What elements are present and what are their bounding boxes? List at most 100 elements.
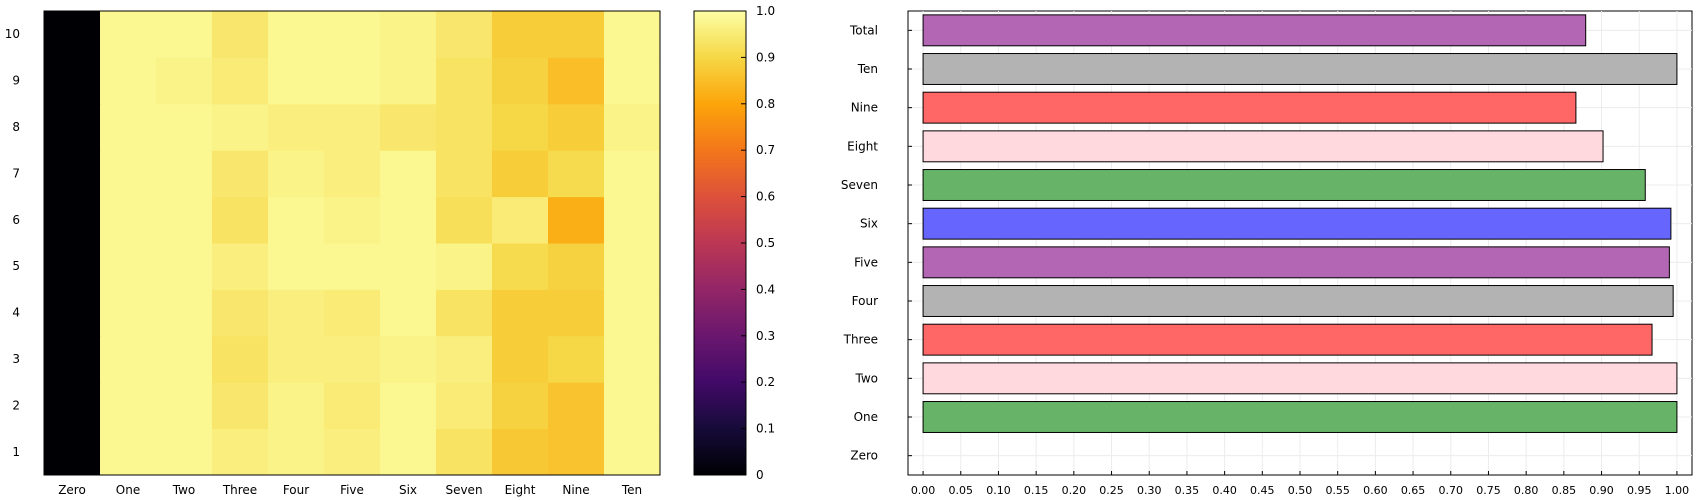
heatmap-cell <box>100 335 157 383</box>
heatmap-cell <box>604 335 661 383</box>
heatmap-cell <box>380 196 437 244</box>
heatmap-y-tick-label: 9 <box>12 74 20 88</box>
bar-chart-y-tick-label: Six <box>860 217 878 231</box>
heatmap-cell <box>44 103 101 151</box>
heatmap-y-tick-label: 2 <box>12 398 20 412</box>
heatmap-cell <box>604 289 661 337</box>
bar-chart-x-tick-label: 0.50 <box>1288 484 1313 497</box>
heatmap-y-tick-label: 10 <box>5 27 20 41</box>
heatmap-cell <box>100 243 157 290</box>
colorbar-tick-label: 0.2 <box>756 375 775 389</box>
heatmap-y-tick-label: 8 <box>12 120 20 134</box>
heatmap-cell <box>44 150 101 198</box>
heatmap-cell <box>156 243 213 290</box>
heatmap-cell <box>156 196 213 244</box>
heatmap-y-tick-label: 3 <box>12 352 20 366</box>
heatmap-y-tick-label: 7 <box>12 166 20 180</box>
heatmap-cell <box>44 289 101 337</box>
bar-chart-x-tick-label: 0.05 <box>949 484 974 497</box>
heatmap-cell <box>212 150 269 198</box>
bar-chart-x-tick-label: 0.80 <box>1514 484 1539 497</box>
heatmap-y-tick-label: 5 <box>12 259 20 273</box>
heatmap-cell <box>380 428 437 476</box>
heatmap-cell <box>212 196 269 244</box>
heatmap-cell <box>436 57 493 105</box>
heatmap-cell <box>44 428 101 476</box>
colorbar-tick-label: 0.9 <box>756 50 775 64</box>
heatmap-cell <box>100 289 157 337</box>
heatmap-cell <box>604 196 661 244</box>
heatmap-cell <box>156 335 213 383</box>
heatmap-cell <box>268 150 325 198</box>
heatmap-x-tick-label: Five <box>340 483 364 497</box>
bar-chart-x-tick-label: 1.00 <box>1665 484 1690 497</box>
heatmap-cell <box>548 428 605 476</box>
heatmap-x-tick-label: Two <box>172 483 196 497</box>
heatmap-cell <box>100 11 157 58</box>
bar-chart-x-tick-label: 0.95 <box>1627 484 1652 497</box>
heatmap-x-tick-label: One <box>116 483 140 497</box>
bar-chart-y-tick-label: Zero <box>850 449 878 463</box>
heatmap-x-tick-label: Three <box>222 483 257 497</box>
bar-chart-x-tick-label: 0.75 <box>1476 484 1501 497</box>
bar-chart-x-tick-label: 0.00 <box>911 484 936 497</box>
heatmap-cell <box>380 243 437 290</box>
bar-chart-x-tick-label: 0.10 <box>986 484 1011 497</box>
heatmap-cell <box>604 150 661 198</box>
bar-chart-x-tick-label: 0.40 <box>1212 484 1237 497</box>
heatmap-x-tick-label: Eight <box>505 483 536 497</box>
heatmap-x-tick-label: Seven <box>445 483 482 497</box>
heatmap-cell <box>212 243 269 290</box>
heatmap-cell <box>492 382 549 430</box>
bar-chart-y-tick-label: Five <box>854 255 878 269</box>
heatmap-cell <box>268 289 325 337</box>
heatmap-cell <box>436 11 493 58</box>
bar-four <box>922 285 1674 317</box>
heatmap-cell <box>156 11 213 58</box>
heatmap-chart: Zero One Two Three Four Five Six Seven Eight Nine… <box>5 10 661 497</box>
bar-five <box>922 246 1670 279</box>
heatmap-cell <box>212 11 269 58</box>
bar-chart-x-tick-label: 0.60 <box>1363 484 1388 497</box>
heatmap-cell <box>436 243 493 290</box>
heatmap-cell <box>268 103 325 151</box>
colorbar-tick-label: 0.3 <box>756 329 775 343</box>
heatmap-cell <box>436 150 493 198</box>
heatmap-cell <box>156 382 213 430</box>
heatmap-cell <box>156 150 213 198</box>
heatmap-cell <box>548 11 605 58</box>
bar-three <box>922 323 1653 356</box>
heatmap-cell <box>548 289 605 337</box>
bar-chart-x-tick-label: 0.35 <box>1175 484 1200 497</box>
heatmap-cell <box>268 243 325 290</box>
heatmap-y-tick-label: 6 <box>12 213 20 227</box>
bar-chart-bars <box>922 14 1678 433</box>
bar-chart-x-tick-label: 0.15 <box>1024 484 1049 497</box>
heatmap-cell <box>268 11 325 58</box>
bar-ten <box>922 53 1678 85</box>
heatmap-cell <box>100 196 157 244</box>
heatmap-cell <box>548 196 605 244</box>
heatmap-cell <box>436 428 493 476</box>
bar-chart-y-tick-labels: Zero One Two Three Four Five Six Seven Eight Nine… <box>841 23 878 462</box>
heatmap-cell <box>212 289 269 337</box>
heatmap-cell <box>436 289 493 337</box>
heatmap-cell <box>492 103 549 151</box>
heatmap-cell <box>492 335 549 383</box>
heatmap-cell <box>548 57 605 105</box>
bar-chart-y-tick-label: Ten <box>857 62 878 76</box>
heatmap-cell <box>100 57 157 105</box>
heatmap-cell <box>100 150 157 198</box>
heatmap-cell <box>156 103 213 151</box>
heatmap-cell <box>548 382 605 430</box>
bar-chart-x-tick-label: 0.55 <box>1325 484 1350 497</box>
heatmap-cell <box>324 243 381 290</box>
bar-total <box>922 14 1587 47</box>
heatmap-cell <box>268 382 325 430</box>
heatmap-cell <box>324 150 381 198</box>
heatmap-cell <box>436 335 493 383</box>
bar-chart-y-tick-label: Total <box>849 23 878 37</box>
heatmap-cell <box>604 243 661 290</box>
heatmap-cell <box>380 103 437 151</box>
